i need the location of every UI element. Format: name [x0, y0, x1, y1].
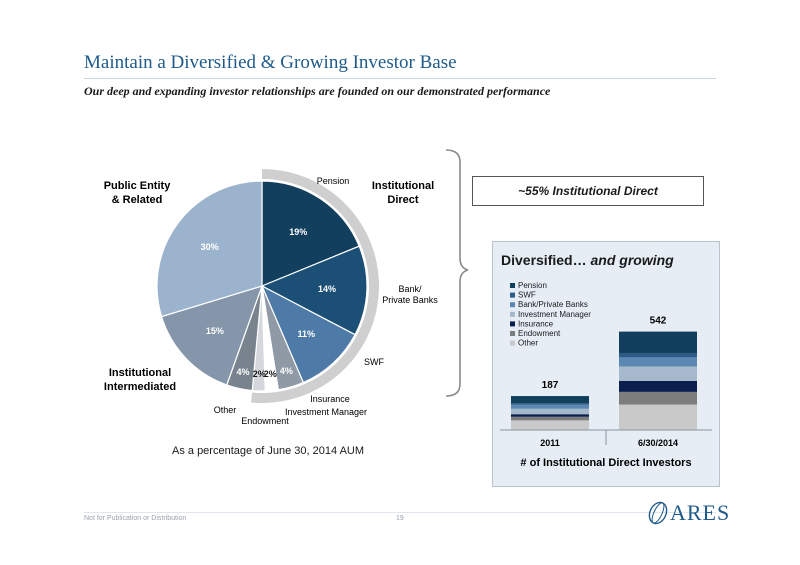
pie-label-investment-manager: 2%: [264, 369, 277, 379]
panel-title-italic: and growing: [590, 252, 674, 268]
legend-swatch-pension: [510, 283, 515, 288]
label-endowment: Endowment: [241, 416, 289, 426]
legend-swatch-other: [510, 340, 515, 346]
bar-category-2011: 2011: [540, 438, 560, 448]
bar-segment-other-2011: [511, 420, 589, 430]
label-investment-manager: Investment Manager: [285, 407, 367, 417]
legend-label-investment-manager: Investment Manager: [518, 310, 591, 319]
footer-divider: [84, 512, 716, 513]
bar-segment-bank-private-banks-2011: [511, 404, 589, 409]
legend-swatch-investment-manager: [510, 311, 515, 317]
label-other: Other: [214, 405, 237, 415]
pie-label-endowment: 2%: [253, 369, 266, 379]
legend-label-pension: Pension: [518, 281, 547, 290]
institutional-direct-callout: ~55% Institutional Direct: [472, 176, 704, 206]
bar-category-6-30-2014: 6/30/2014: [638, 438, 678, 448]
pie-label-swf: 11%: [297, 329, 315, 339]
bar-segment-insurance-2011: [511, 414, 589, 417]
legend-label-other: Other: [518, 339, 538, 348]
bar-x-axis-title: # of Institutional Direct Investors: [520, 457, 691, 469]
pie-slice-swf: [260, 284, 356, 384]
legend-swatch-swf: [510, 292, 515, 298]
label-institutional-direct-2: Direct: [387, 194, 419, 206]
legend-label-endowment: Endowment: [518, 329, 561, 338]
bar-segment-endowment-2011: [511, 416, 589, 421]
pie-slice-public-entity-related: [156, 180, 263, 318]
label-bank-2: Private Banks: [382, 295, 438, 305]
footer-disclaimer: Not for Publication or Distribution: [84, 515, 187, 522]
label-public-entity-1: Public Entity: [104, 180, 172, 192]
ares-logo-icon: [648, 501, 668, 525]
institutional-direct-brace: [445, 149, 469, 397]
ares-logo-text: ARES: [670, 500, 731, 525]
legend-swatch-endowment: [510, 331, 515, 336]
label-swf: SWF: [364, 357, 384, 367]
pie-label-institutional-intermediated: 15%: [206, 326, 224, 336]
legend-swatch-insurance: [510, 321, 515, 327]
bar-segment-other-6-30-2014: [619, 404, 697, 430]
legend-label-bank-private-banks: Bank/Private Banks: [518, 300, 588, 309]
pie-label-other: 4%: [236, 367, 249, 377]
investor-growth-panel: Diversified… and growing Pension SWF Bank/…: [492, 241, 720, 487]
aum-note: As a percentage of June 30, 2014 AUM: [172, 445, 365, 457]
bar-segment-insurance-6-30-2014: [619, 380, 697, 392]
panel-title-plain: Diversified…: [501, 252, 591, 268]
panel-title: Diversified… and growing: [501, 252, 674, 268]
label-bank-1: Bank/: [398, 284, 422, 294]
bar-total-2011: 187: [542, 380, 559, 391]
legend-label-insurance: Insurance: [518, 319, 554, 328]
label-institutional-intermediated-1: Institutional: [109, 367, 171, 379]
pie-slice-institutional-intermediated: [160, 285, 263, 386]
label-public-entity-2: & Related: [112, 194, 163, 206]
bar-segment-investment-manager-2011: [511, 408, 589, 415]
label-institutional-direct-1: Institutional: [372, 180, 434, 192]
label-institutional-intermediated-2: Intermediated: [104, 381, 176, 393]
pie-label-pension: 19%: [289, 227, 307, 237]
pie-label-bank-private-banks: 14%: [318, 284, 336, 294]
label-insurance: Insurance: [310, 394, 350, 404]
bar-segment-swf-2011: [511, 403, 589, 405]
bar-segment-pension-2011: [511, 396, 589, 404]
pie-label-insurance: 4%: [280, 366, 293, 376]
bar-segment-investment-manager-6-30-2014: [619, 366, 697, 381]
page-number: 19: [396, 515, 404, 522]
bar-segment-endowment-6-30-2014: [619, 391, 697, 405]
bar-segment-pension-6-30-2014: [619, 331, 697, 354]
title-divider: [84, 78, 716, 79]
pie-label-public-entity-related: 30%: [201, 242, 219, 252]
pie-slice-pension: [261, 180, 360, 287]
page-subtitle: Our deep and expanding investor relation…: [84, 84, 551, 98]
label-pension: Pension: [317, 176, 350, 186]
pie-slice-bank-private-banks: [260, 245, 368, 336]
bar-segment-swf-6-30-2014: [619, 353, 697, 358]
page-title: Maintain a Diversified & Growing Investo…: [84, 52, 457, 73]
legend-swatch-bank-private-banks: [510, 302, 515, 308]
legend-label-swf: SWF: [518, 291, 536, 300]
bar-segment-bank-private-banks-6-30-2014: [619, 357, 697, 367]
bar-total-6-30-2014: 542: [650, 316, 667, 327]
